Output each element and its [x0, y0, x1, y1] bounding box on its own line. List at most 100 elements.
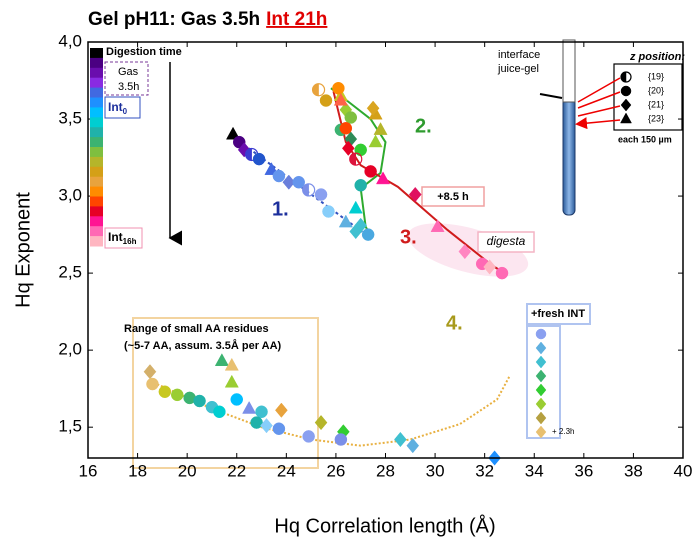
point — [292, 175, 305, 189]
point — [171, 388, 184, 402]
fresh-int-time: + 2.3h — [552, 427, 574, 436]
int16-text: Int — [108, 230, 123, 244]
colorbar-swatch — [90, 57, 103, 69]
fresh-int-label-box — [526, 303, 591, 325]
x-tick-label: 24 — [277, 461, 296, 480]
colorbar-swatch — [90, 166, 103, 178]
int0-sub: 0 — [123, 107, 128, 116]
colorbar-swatch — [90, 176, 103, 188]
point — [334, 433, 348, 446]
interface-label-1: interface — [498, 49, 540, 61]
z-legend-label: {20} — [648, 85, 664, 95]
point — [495, 266, 509, 280]
fit-line — [330, 87, 387, 236]
point — [230, 393, 243, 406]
colorbar-swatch — [90, 117, 103, 128]
marker — [620, 85, 632, 97]
colorbar-swatch — [90, 206, 103, 217]
marker — [620, 98, 632, 112]
chart-title: Gel pH11: Gas 3.5h Int 21h — [88, 9, 327, 30]
colorbar-swatch — [90, 196, 103, 207]
range-title: Range of small AA residues — [124, 323, 269, 335]
range-subtitle: (~5-7 AA, assum. 3.5Å per AA) — [124, 339, 282, 352]
x-tick-label: 22 — [227, 461, 246, 480]
point — [250, 416, 263, 429]
colorbar-swatch — [90, 147, 103, 158]
x-axis-label: Hq Correlation length (Å) — [274, 514, 495, 537]
point — [146, 377, 159, 391]
time-annotation: +8.5 h — [437, 191, 469, 203]
marker — [620, 112, 632, 124]
y-tick-label: 4,0 — [58, 31, 82, 50]
gas-box — [104, 61, 149, 96]
point — [483, 259, 496, 275]
point — [394, 431, 407, 448]
int0-box — [104, 96, 141, 119]
point — [255, 405, 268, 419]
z-spacing: each 150 µm — [618, 134, 672, 144]
y-tick-label: 1,5 — [58, 417, 82, 436]
series-label: 1. — [272, 198, 289, 220]
point — [319, 94, 333, 107]
fit-line — [149, 375, 511, 447]
gas-time: 3.5h — [118, 81, 139, 93]
point — [314, 414, 328, 431]
colorbar-swatch — [90, 107, 103, 118]
point — [213, 405, 226, 419]
point — [430, 219, 445, 232]
marker — [535, 411, 547, 425]
point — [214, 353, 229, 366]
marker — [535, 355, 547, 369]
point — [354, 217, 368, 233]
y-axis-label: Hq Exponent — [12, 192, 34, 308]
point — [242, 400, 257, 414]
interface-label-2: juice-gel — [497, 63, 539, 75]
point — [224, 374, 239, 388]
x-tick-label: 28 — [376, 461, 395, 480]
point — [237, 142, 251, 158]
x-tick-label: 40 — [674, 461, 693, 480]
y-tick-label: 2,5 — [58, 263, 82, 282]
gas-label: Gas — [118, 66, 139, 78]
series-label: 4. — [446, 312, 463, 334]
int16-sub: 16h — [123, 237, 137, 246]
point — [252, 152, 266, 166]
colorbar-swatch — [90, 216, 103, 227]
x-tick-label: 32 — [475, 461, 494, 480]
point — [193, 394, 206, 408]
x-tick-label: 16 — [79, 461, 98, 480]
point — [332, 81, 345, 95]
x-tick-label: 38 — [624, 461, 643, 480]
y-tick-label: 3,0 — [58, 186, 82, 205]
point — [275, 402, 288, 418]
digesta-box — [477, 231, 535, 253]
x-tick-label: 30 — [426, 461, 445, 480]
point — [458, 243, 472, 260]
point — [272, 422, 286, 435]
point — [354, 179, 367, 192]
marker — [535, 383, 547, 397]
point — [406, 438, 420, 454]
int0-text: Int — [108, 100, 123, 114]
z-legend-label: {21} — [648, 99, 664, 109]
marker — [535, 328, 547, 340]
point — [364, 165, 377, 178]
z-arrows — [578, 77, 621, 124]
z-legend-title: z position: — [629, 51, 685, 63]
series-label: 3. — [400, 226, 417, 248]
colorbar-swatch — [90, 186, 103, 197]
z-legend-label: {19} — [648, 71, 664, 81]
colorbar-swatch — [90, 236, 103, 247]
tube-top — [562, 39, 576, 103]
point — [226, 126, 241, 140]
point — [375, 171, 391, 185]
int16-box — [104, 227, 143, 249]
colorbar-swatch — [90, 137, 103, 148]
point — [361, 228, 375, 241]
marker — [535, 397, 547, 411]
marker — [535, 425, 547, 439]
marker-outline — [349, 152, 363, 166]
int0-label: Int0 — [108, 100, 128, 116]
